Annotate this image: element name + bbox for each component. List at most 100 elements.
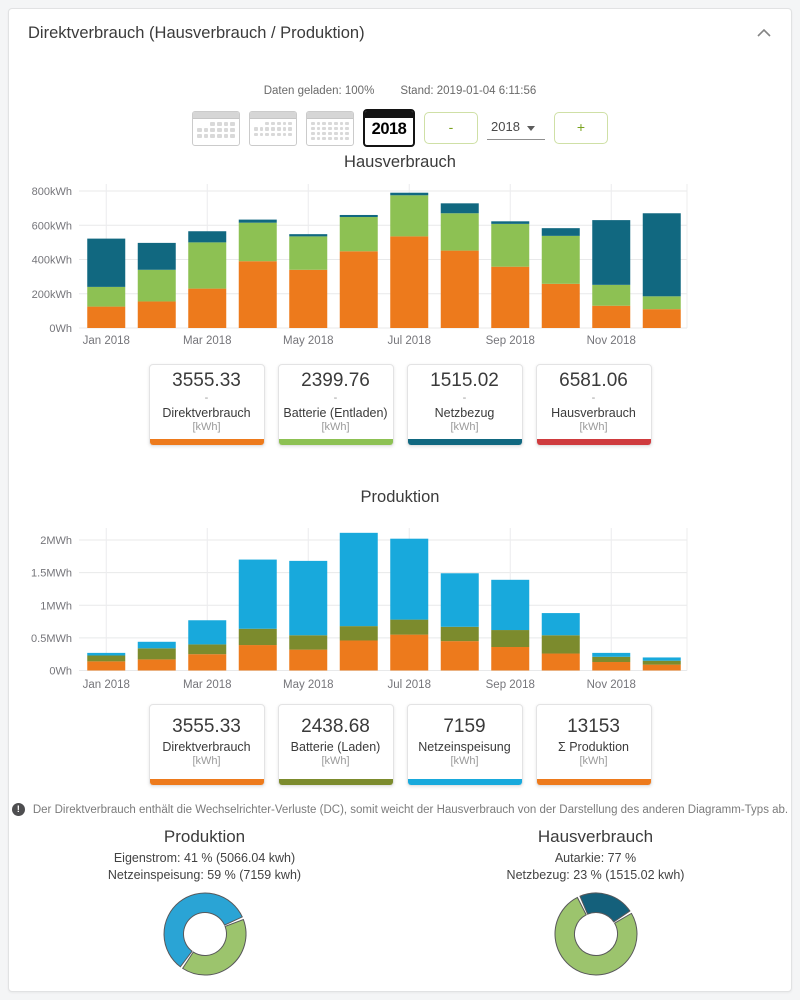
svg-text:Sep 2018: Sep 2018 (486, 335, 535, 347)
stat-value: 1515.02 (430, 370, 499, 391)
stat-label: Σ Produktion (558, 740, 629, 754)
svg-text:1.5MWh: 1.5MWh (31, 568, 72, 580)
collapse-chevron-icon[interactable] (757, 29, 771, 38)
data-loaded-status: Daten geladen: 100% (263, 85, 375, 97)
stat-dash: - (204, 392, 209, 404)
stat-label: Batterie (Entladen) (283, 406, 388, 420)
stat-label: Direktverbrauch (162, 740, 251, 754)
svg-text:0Wh: 0Wh (49, 323, 72, 335)
autarkie-line: Autarkie: 77 % (554, 851, 637, 865)
inverter-loss-note: ! Der Direktverbrauch enthält die Wechse… (9, 803, 791, 816)
svg-text:200kWh: 200kWh (32, 289, 72, 301)
caret-down-icon (526, 125, 535, 131)
stat-card: 2399.76- Batterie (Entladen) [kWh] (277, 364, 394, 446)
stat-color-bar (536, 779, 651, 785)
produktion-stat-row: 3555.33 Direktverbrauch [kWh] 2438.68 Batter… (9, 704, 791, 786)
svg-text:Nov 2018: Nov 2018 (587, 679, 636, 691)
svg-text:1MWh: 1MWh (40, 600, 72, 612)
note-text: Der Direktverbrauch enthält die Wechselr… (32, 803, 789, 816)
stat-card: 13153 Σ Produktion [kWh] (535, 704, 652, 786)
netzeinspeisung-line: Netzeinspeisung: 59 % (7159 kwh) (107, 868, 302, 882)
stat-color-bar (407, 779, 522, 785)
produktion-donut-title: Produktion (163, 827, 246, 846)
stat-unit: [kWh] (321, 421, 350, 433)
svg-text:Nov 2018: Nov 2018 (587, 335, 636, 347)
month-view-calendar-icon[interactable] (249, 110, 297, 146)
stat-color-bar (278, 439, 393, 445)
svg-text:Jul 2018: Jul 2018 (388, 679, 431, 691)
hausverbrauch-bar-chart: 0Wh 200kWh 400kWh 600kWh 800kWh Jan 2018 Mar 2… (32, 184, 688, 347)
stat-card: 3555.33- Direktverbrauch [kWh] (148, 364, 265, 446)
stat-unit: [kWh] (579, 421, 608, 433)
svg-text:0Wh: 0Wh (49, 666, 72, 678)
hausverbrauch-stat-row: 3555.33- Direktverbrauch [kWh] 2399.76- Batt… (9, 364, 791, 446)
year-select[interactable]: 2018 (487, 117, 545, 140)
produktion-bar-chart: 0Wh 0.5MWh 1MWh 1.5MWh 2MWh Jan 2018 Mar 2018 M… (31, 528, 688, 691)
stat-dash: - (333, 392, 338, 404)
stat-unit: [kWh] (579, 755, 608, 767)
stat-dash: - (591, 392, 596, 404)
stat-label: Direktverbrauch (162, 406, 251, 420)
stat-value: 2438.68 (301, 716, 370, 737)
stat-label: Batterie (Laden) (290, 740, 381, 754)
netzbezug-line: Netzbezug: 23 % (1515.02 kwh) (506, 868, 685, 882)
date-toolbar: 2018 - 2018 + (9, 109, 791, 147)
stat-value: 3555.33 (172, 370, 241, 391)
stat-unit: [kWh] (192, 421, 221, 433)
hausverbrauch-donut-chart (554, 892, 637, 976)
svg-text:2MWh: 2MWh (40, 535, 72, 547)
day-view-calendar-icon[interactable] (192, 110, 240, 146)
selected-year-label: 2018 (371, 120, 407, 138)
stat-unit: [kWh] (450, 421, 479, 433)
stat-label: Netzbezug (434, 406, 495, 420)
year-view-calendar-icon[interactable] (306, 110, 354, 146)
stat-value: 13153 (567, 716, 620, 737)
status-row: Daten geladen: 100% Stand: 2019-01-04 6:… (9, 85, 791, 97)
stat-card: 7159 Netzeinspeisung [kWh] (406, 704, 523, 786)
svg-text:800kWh: 800kWh (32, 186, 72, 198)
previous-year-button[interactable]: - (424, 112, 478, 144)
panel-title: Direktverbrauch (Hausverbrauch / Produkt… (28, 24, 365, 42)
svg-text:600kWh: 600kWh (32, 220, 72, 232)
svg-text:Mar 2018: Mar 2018 (183, 679, 232, 691)
hausverbrauch-donut-column: Hausverbrauch Autarkie: 77 % Netzbezug: … (400, 827, 791, 978)
stat-value: 6581.06 (559, 370, 628, 391)
stat-color-bar (278, 779, 393, 785)
stat-dash: - (462, 392, 467, 404)
stat-color-bar (536, 439, 651, 445)
stat-unit: [kWh] (321, 755, 350, 767)
selected-year-calendar-icon[interactable]: 2018 (363, 109, 415, 147)
stat-value: 2399.76 (301, 370, 370, 391)
svg-text:400kWh: 400kWh (32, 255, 72, 267)
stat-unit: [kWh] (450, 755, 479, 767)
next-year-button[interactable]: + (554, 112, 608, 144)
produktion-donut-column: Produktion Eigenstrom: 41 % (5066.04 kwh… (9, 827, 400, 978)
svg-text:Jul 2018: Jul 2018 (388, 335, 431, 347)
svg-text:Jan 2018: Jan 2018 (83, 335, 130, 347)
svg-text:Jan 2018: Jan 2018 (83, 679, 130, 691)
stat-color-bar (149, 779, 264, 785)
svg-text:Mar 2018: Mar 2018 (183, 335, 232, 347)
year-select-value: 2018 (491, 118, 520, 134)
last-update-status: Stand: 2019-01-04 6:11:56 (400, 85, 537, 97)
produktion-chart-title: Produktion (360, 488, 440, 506)
stat-card: 2438.68 Batterie (Laden) [kWh] (277, 704, 394, 786)
stat-card: 3555.33 Direktverbrauch [kWh] (148, 704, 265, 786)
stat-label: Hausverbrauch (551, 406, 636, 420)
produktion-donut-chart (163, 892, 246, 976)
svg-text:May 2018: May 2018 (283, 335, 334, 347)
donut-section: Produktion Eigenstrom: 41 % (5066.04 kwh… (9, 827, 791, 978)
stat-color-bar (407, 439, 522, 445)
stat-card: 6581.06- Hausverbrauch [kWh] (535, 364, 652, 446)
eigenstrom-line: Eigenstrom: 41 % (5066.04 kwh) (113, 851, 296, 865)
hausverbrauch-chart-title: Hausverbrauch (344, 153, 456, 171)
stat-value: 3555.33 (172, 716, 241, 737)
svg-text:Sep 2018: Sep 2018 (486, 679, 535, 691)
stat-unit: [kWh] (192, 755, 221, 767)
svg-text:May 2018: May 2018 (283, 679, 334, 691)
info-icon: ! (11, 803, 25, 816)
stat-card: 1515.02- Netzbezug [kWh] (406, 364, 523, 446)
stat-value: 7159 (443, 716, 486, 737)
hausverbrauch-donut-title: Hausverbrauch (537, 827, 654, 846)
stat-label: Netzeinspeisung (418, 740, 511, 754)
